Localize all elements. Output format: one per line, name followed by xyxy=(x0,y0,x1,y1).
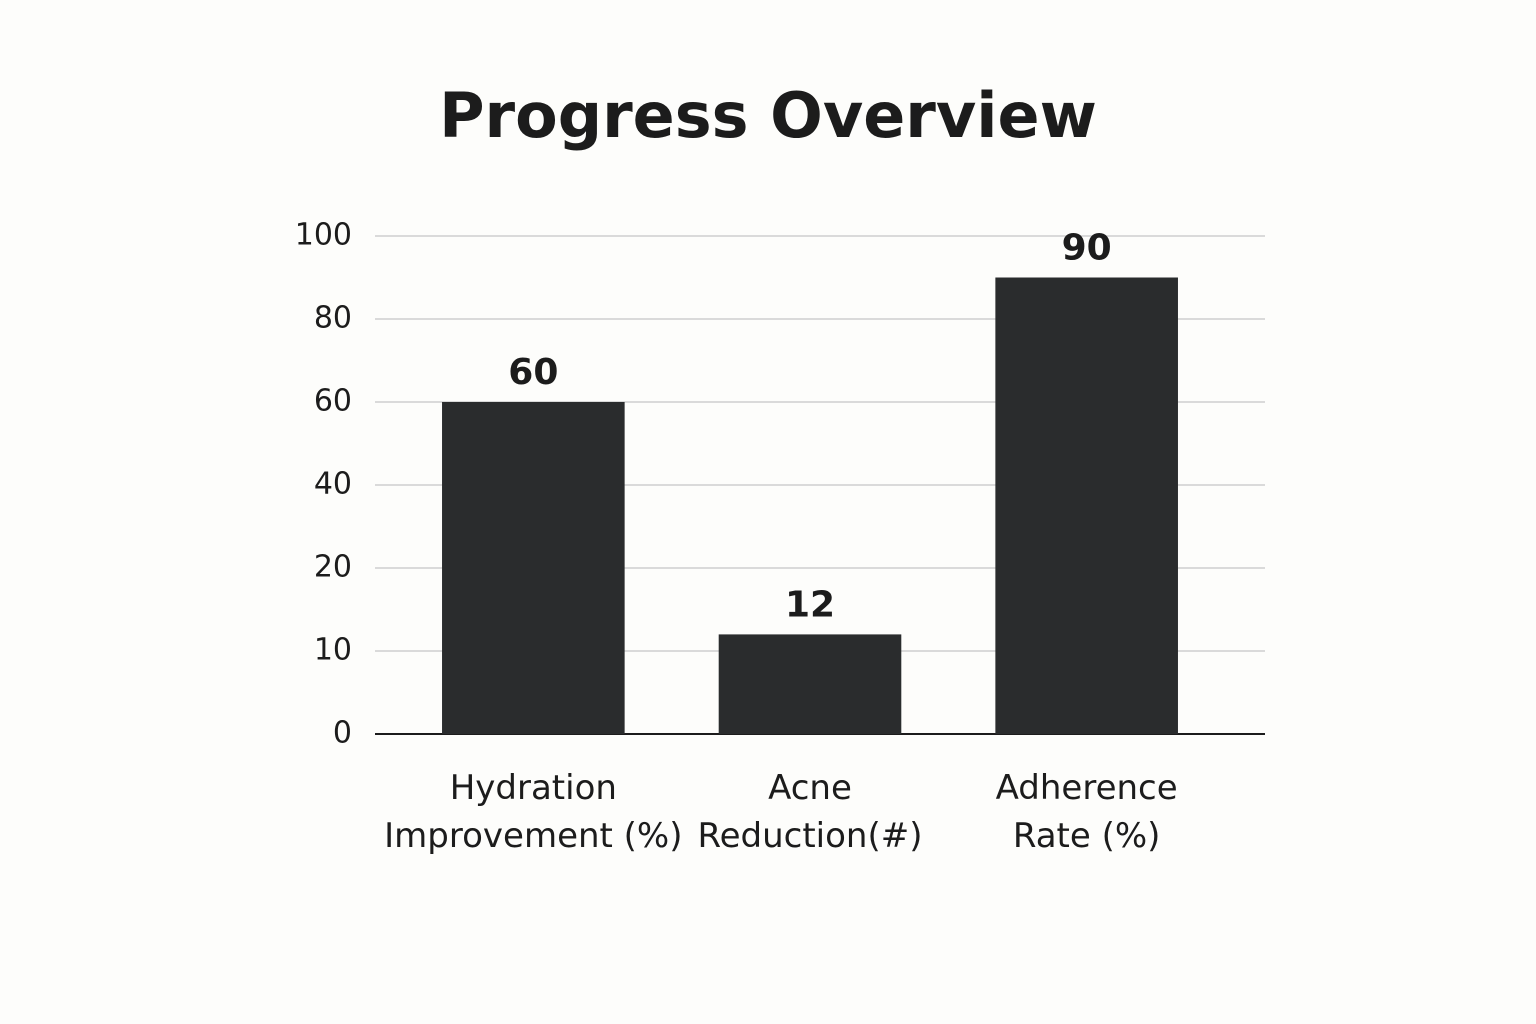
y-tick-label: 20 xyxy=(314,550,352,585)
data-label: 60 xyxy=(508,352,558,393)
y-tick-label: 0 xyxy=(333,716,352,751)
bar xyxy=(718,634,902,734)
x-tick-label: Acne Reduction(#) xyxy=(697,768,923,856)
bar xyxy=(442,402,625,734)
y-tick-label: 40 xyxy=(314,467,352,502)
y-tick-label: 80 xyxy=(314,301,352,336)
data-label: 12 xyxy=(785,584,835,625)
y-tick-label: 100 xyxy=(295,218,352,253)
y-tick-label: 60 xyxy=(314,384,352,419)
chart-title: Progress Overview xyxy=(439,79,1097,152)
bar xyxy=(995,277,1178,734)
x-tick-label: Adherence Rate (%) xyxy=(995,768,1178,856)
y-tick-label: 10 xyxy=(314,633,352,668)
x-tick-label: Hydration Improvement (%) xyxy=(384,768,683,856)
data-label: 90 xyxy=(1062,228,1112,269)
